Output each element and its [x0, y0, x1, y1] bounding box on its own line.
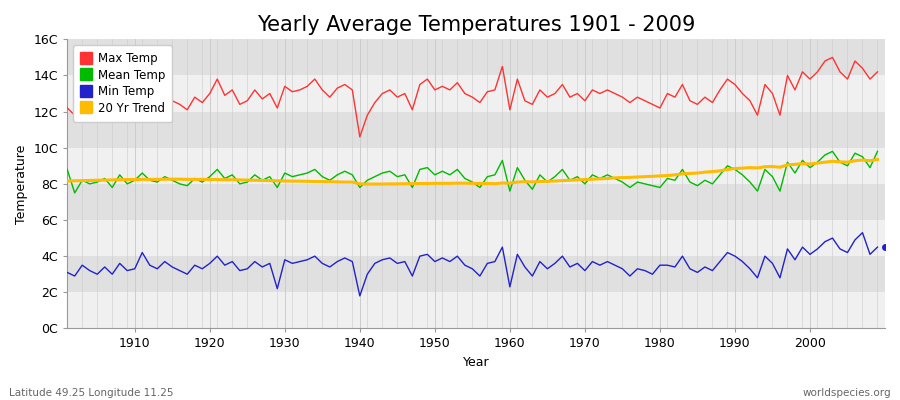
X-axis label: Year: Year: [463, 356, 490, 369]
Title: Yearly Average Temperatures 1901 - 2009: Yearly Average Temperatures 1901 - 2009: [256, 15, 696, 35]
Bar: [68, 76, 885, 112]
Bar: [68, 112, 885, 148]
Bar: [68, 39, 885, 76]
Y-axis label: Temperature: Temperature: [15, 144, 28, 224]
Bar: [68, 220, 885, 256]
Bar: [68, 184, 885, 220]
Text: Latitude 49.25 Longitude 11.25: Latitude 49.25 Longitude 11.25: [9, 388, 174, 398]
Legend: Max Temp, Mean Temp, Min Temp, 20 Yr Trend: Max Temp, Mean Temp, Min Temp, 20 Yr Tre…: [73, 45, 173, 122]
Bar: [68, 292, 885, 328]
Bar: [68, 148, 885, 184]
Text: worldspecies.org: worldspecies.org: [803, 388, 891, 398]
Bar: [68, 256, 885, 292]
